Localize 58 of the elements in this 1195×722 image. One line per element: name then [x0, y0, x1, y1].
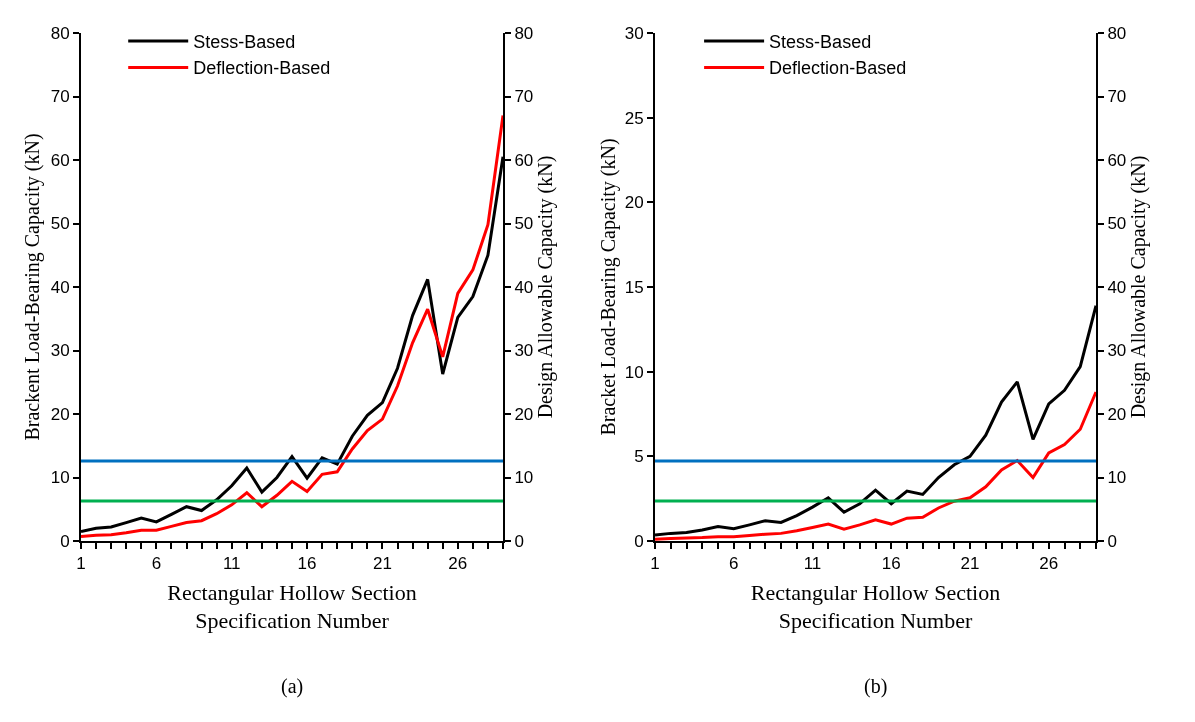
y2-tick-label: 20	[1107, 404, 1127, 424]
legend-label: Deflection-Based	[769, 58, 907, 79]
y2-tick-label: 80	[514, 23, 534, 43]
y2-tick-label: 30	[1107, 341, 1127, 361]
y-tick-label: 10	[624, 362, 644, 382]
y2-tick-label: 60	[1107, 150, 1127, 170]
x-axis-title: Rectangular Hollow Section Specification Number	[167, 579, 417, 634]
x-tick-label: 1	[76, 554, 86, 574]
y2-tick-label: 10	[514, 468, 534, 488]
y2-tick-label: 0	[1107, 531, 1117, 551]
y-axis-title: Bracket Load-Bearing Capacity (kN)	[597, 138, 620, 436]
y2-tick-label: 40	[514, 277, 534, 297]
y-tick-label: 15	[624, 277, 644, 297]
text: (a)	[281, 675, 304, 698]
x-tick-label: 6	[151, 554, 162, 574]
legend-label: Stess-Based	[193, 32, 296, 53]
x-tick-label: 21	[372, 554, 392, 574]
y2-tick-label: 40	[1107, 277, 1127, 297]
y2-tick-label: 0	[514, 531, 524, 551]
x-tick-label: 26	[1039, 554, 1059, 574]
y-tick-label: 60	[50, 150, 70, 170]
y2-tick-label: 20	[514, 404, 534, 424]
y2-tick-label: 50	[1107, 214, 1127, 234]
y2-tick-label: 70	[1107, 87, 1127, 107]
y-tick-label: 20	[624, 193, 644, 213]
y2-axis-title: Design Allowable Capacity (kN)	[1127, 155, 1151, 419]
y-tick-label: 30	[50, 341, 70, 361]
y2-tick-label: 80	[1107, 23, 1127, 43]
y-tick-label: 20	[50, 404, 70, 424]
y-tick-label: 80	[50, 23, 70, 43]
y-tick-label: 50	[50, 214, 70, 234]
legend-label: Deflection-Based	[193, 58, 331, 79]
x-tick-label: 16	[881, 554, 901, 574]
y-tick-label: 0	[634, 531, 644, 551]
x-tick-label: 16	[297, 554, 317, 574]
y-tick-label: 30	[624, 23, 644, 43]
y2-axis-title: Design Allowable Capacity (kN)	[534, 155, 558, 419]
text: (b)	[864, 675, 888, 698]
x-tick-label: 11	[222, 554, 241, 574]
y2-tick-label: 70	[514, 87, 534, 107]
x-tick-label: 26	[448, 554, 468, 574]
y-tick-label: 5	[634, 447, 644, 467]
y2-tick-label: 10	[1107, 468, 1127, 488]
y-tick-label: 70	[50, 87, 70, 107]
y-tick-label: 10	[50, 468, 70, 488]
x-tick-label: 1	[650, 554, 660, 574]
x-tick-label: 6	[729, 554, 739, 574]
y2-tick-label: 50	[514, 214, 534, 234]
x-tick-label: 21	[960, 554, 980, 574]
y-tick-label: 40	[50, 277, 70, 297]
y-axis-title: Brackent Load-Bearing Capacity (kN)	[20, 133, 44, 441]
x-axis-title: Rectangular Hollow Section Specification Number	[750, 579, 1001, 634]
y2-tick-label: 60	[514, 150, 534, 170]
x-tick-label: 11	[803, 554, 822, 574]
legend-label: Stess-Based	[769, 32, 872, 53]
y-tick-label: 25	[624, 108, 644, 128]
y2-tick-label: 30	[514, 341, 534, 361]
y-tick-label: 0	[60, 531, 70, 551]
